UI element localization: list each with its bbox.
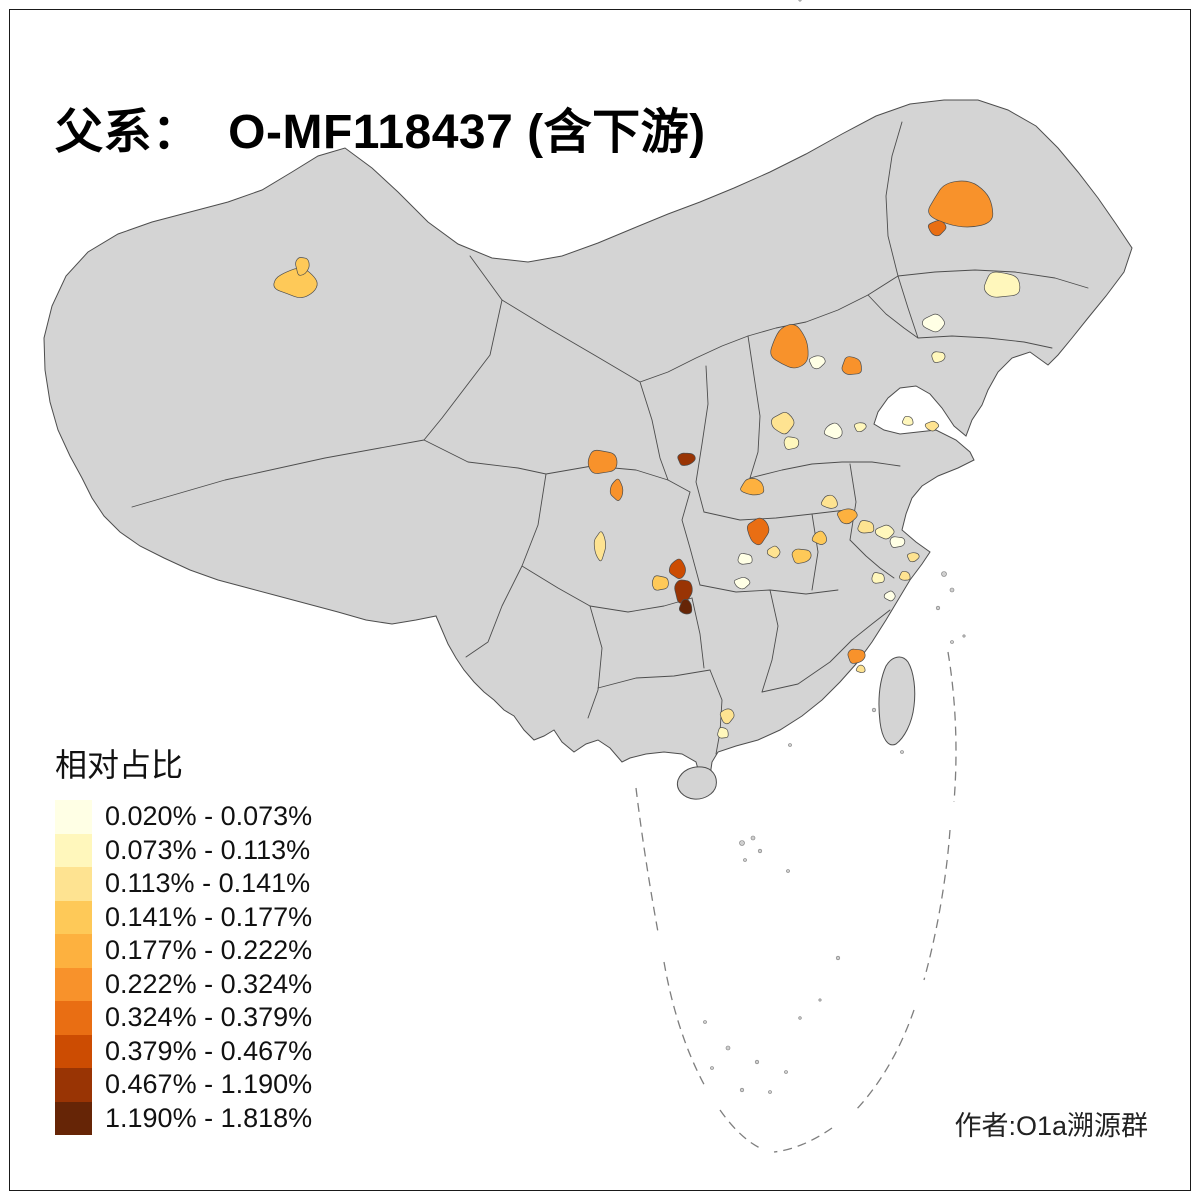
map-region [674, 579, 693, 604]
map-region [651, 575, 669, 591]
legend-swatch [55, 1068, 92, 1102]
legend-swatch [55, 967, 92, 1001]
map-region [733, 577, 751, 590]
legend-swatch [55, 800, 92, 834]
map-region [820, 494, 838, 509]
legend-row: 0.141% - 0.177% [55, 900, 313, 934]
map-region [927, 220, 947, 237]
map-region [899, 570, 911, 581]
map-region [931, 351, 946, 363]
map-region [855, 664, 866, 673]
legend-row: 0.222% - 0.324% [55, 967, 313, 1001]
legend-swatch [55, 900, 92, 934]
map-region [857, 520, 875, 534]
map-region [924, 420, 940, 432]
legend-row: 0.324% - 0.379% [55, 1001, 312, 1035]
map-region [587, 449, 618, 474]
map-region [747, 517, 770, 546]
map-region [668, 558, 686, 579]
nine-dash-line [635, 651, 957, 1153]
legend-label: 0.113% - 0.141% [105, 868, 311, 899]
map-region [737, 553, 753, 565]
sea-islands [703, 0, 966, 1094]
taiwan-island [878, 656, 916, 746]
province-borders [131, 121, 1089, 755]
map-region [922, 313, 945, 333]
choropleth-regions [273, 180, 1021, 739]
legend-swatch [55, 833, 92, 867]
legend-title: 相对占比 [55, 747, 184, 783]
legend-label: 0.177% - 0.222% [105, 935, 313, 966]
map-region [889, 536, 906, 548]
legend-row: 0.379% - 0.467% [55, 1034, 313, 1068]
map-region [837, 508, 858, 525]
map-region [771, 411, 795, 435]
legend-label: 0.379% - 0.467% [105, 1035, 313, 1066]
legend-row: 1.190% - 1.818% [55, 1101, 313, 1135]
map-region [593, 531, 607, 562]
map-region [883, 590, 896, 602]
legend-items: 0.020% - 0.073% 0.073% - 0.113% 0.113% - 0… [55, 800, 312, 1135]
map-region [609, 478, 624, 501]
legend-row: 0.177% - 0.222% [55, 934, 312, 968]
legend-swatch [55, 1034, 92, 1068]
map-region [871, 572, 885, 584]
legend-label: 0.222% - 0.324% [105, 968, 313, 999]
legend-row: 0.113% - 0.141% [55, 867, 312, 901]
map-region [677, 452, 696, 466]
map-region [783, 436, 800, 450]
map-region [766, 545, 781, 559]
legend-label: 0.467% - 1.190% [105, 1069, 313, 1100]
map-region [740, 478, 765, 496]
map-region [928, 180, 994, 228]
map-region [854, 422, 867, 433]
legend-label: 0.141% - 0.177% [105, 901, 313, 932]
legend-label: 0.073% - 0.113% [105, 834, 311, 865]
plot-title: 父系： O-MF118437 (含下游) [55, 106, 706, 160]
map-region [907, 552, 920, 563]
legend-label: 0.020% - 0.073% [105, 801, 313, 832]
legend-row: 0.073% - 0.113% [55, 833, 312, 867]
map-region [983, 271, 1021, 298]
map-region [791, 548, 812, 564]
map-region [823, 422, 843, 439]
attribution: 作者:O1a溯源群 [954, 1111, 1148, 1141]
map-region [809, 355, 826, 370]
legend-row: 0.467% - 1.190% [55, 1068, 312, 1102]
map-region [678, 599, 693, 615]
legend: 相对占比 0.020% - 0.073% 0.073% - 0.113% 0.113… [55, 740, 312, 1135]
map-region [770, 324, 809, 369]
legend-swatch [55, 1001, 92, 1035]
map-region [295, 257, 310, 276]
hainan-island [676, 766, 717, 800]
legend-swatch [55, 934, 92, 968]
legend-swatch [55, 867, 92, 901]
map-region [875, 524, 895, 540]
mainland-outline [43, 99, 1133, 777]
legend-label: 1.190% - 1.818% [105, 1102, 313, 1133]
map-region [847, 648, 866, 664]
map-region [811, 530, 827, 545]
map-region [902, 415, 914, 426]
map-region [841, 356, 862, 375]
map-region [717, 727, 729, 739]
legend-label: 0.324% - 0.379% [105, 1002, 313, 1033]
landmasses [43, 99, 1133, 800]
map-region [719, 708, 735, 725]
legend-swatch [55, 1101, 92, 1135]
legend-row: 0.020% - 0.073% [55, 800, 312, 834]
